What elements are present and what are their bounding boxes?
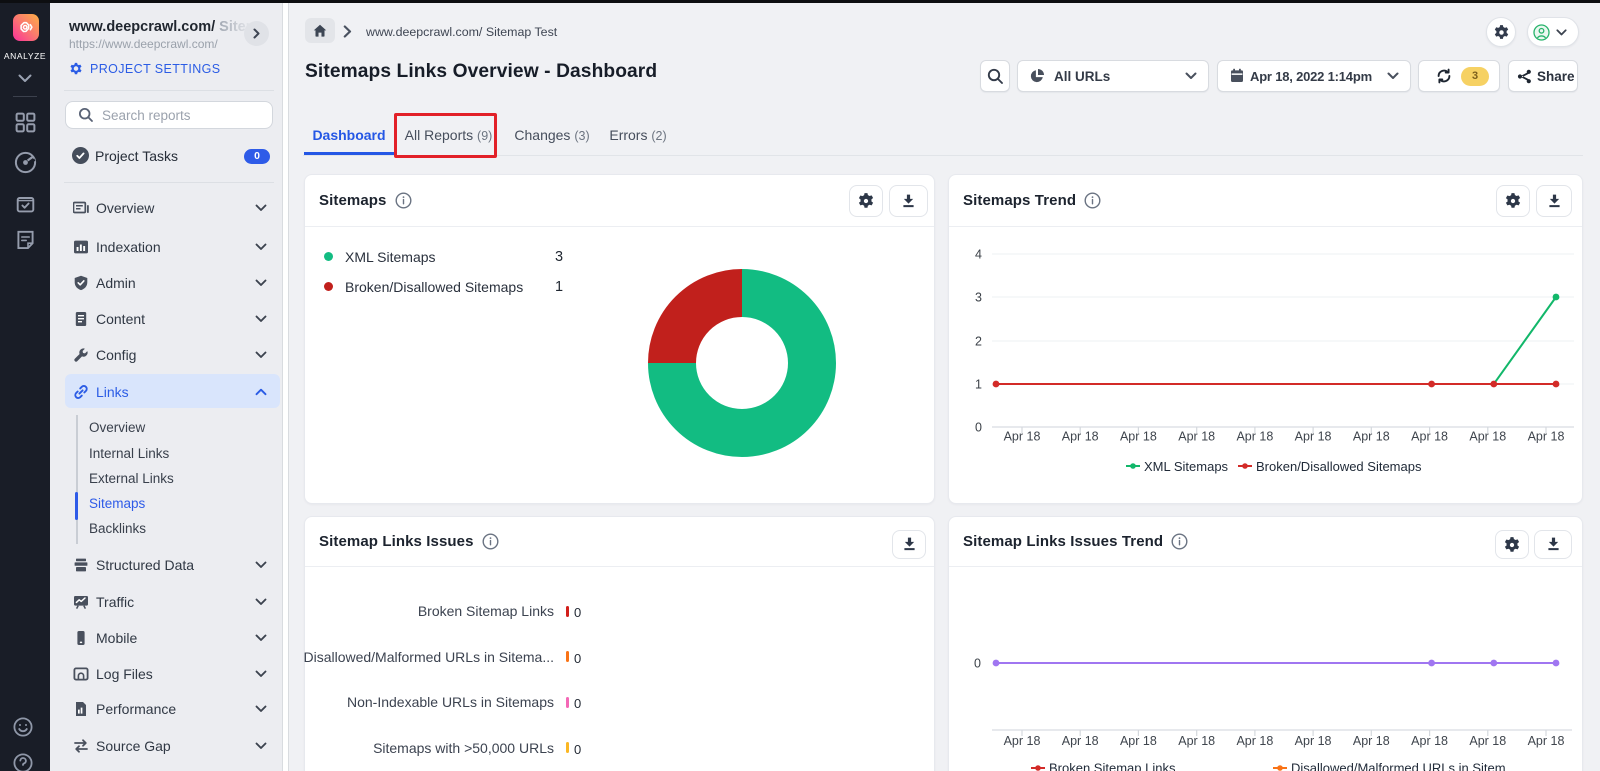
svg-text:Apr 18: Apr 18 [1120,430,1157,444]
svg-text:Broken Sitemap Links: Broken Sitemap Links [1049,761,1176,771]
svg-text:Apr 18: Apr 18 [1236,430,1273,444]
svg-text:Apr 18: Apr 18 [1062,734,1099,748]
svg-text:Apr 18: Apr 18 [1004,430,1041,444]
svg-text:Apr 18: Apr 18 [1353,734,1390,748]
svg-text:Apr 18: Apr 18 [1353,430,1390,444]
svg-text:Apr 18: Apr 18 [1295,430,1332,444]
svg-text:Disallowed/Malformed URLs in S: Disallowed/Malformed URLs in Sitem... [1291,761,1516,771]
svg-text:Apr 18: Apr 18 [1295,734,1332,748]
svg-text:Apr 18: Apr 18 [1120,734,1157,748]
svg-text:Apr 18: Apr 18 [1178,430,1215,444]
svg-text:1: 1 [975,378,982,392]
svg-text:Apr 18: Apr 18 [1178,734,1215,748]
svg-text:0: 0 [974,657,981,671]
svg-text:Apr 18: Apr 18 [1469,430,1506,444]
svg-text:2: 2 [975,335,982,349]
svg-text:XML Sitemaps: XML Sitemaps [1144,459,1229,474]
svg-text:Apr 18: Apr 18 [1528,734,1565,748]
svg-text:Apr 18: Apr 18 [1062,430,1099,444]
svg-text:Apr 18: Apr 18 [1528,430,1565,444]
svg-text:Apr 18: Apr 18 [1411,430,1448,444]
svg-text:Broken/Disallowed Sitemaps: Broken/Disallowed Sitemaps [1256,459,1422,474]
svg-text:Apr 18: Apr 18 [1469,734,1506,748]
svg-text:Apr 18: Apr 18 [1004,734,1041,748]
svg-text:Apr 18: Apr 18 [1411,734,1448,748]
svg-text:0: 0 [975,421,982,435]
svg-text:3: 3 [975,291,982,305]
svg-text:Apr 18: Apr 18 [1236,734,1273,748]
svg-text:4: 4 [975,248,982,262]
